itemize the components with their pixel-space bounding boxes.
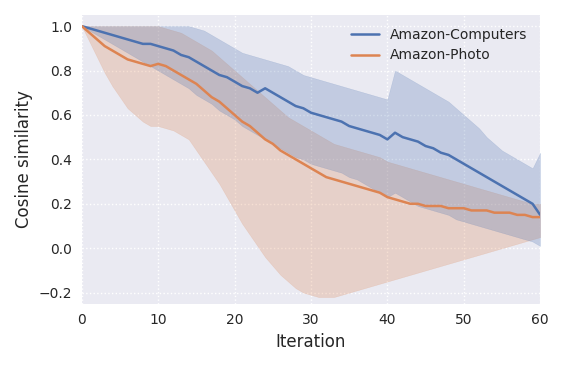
Amazon-Photo (537, 215, 544, 219)
Amazon-Photo (475, 208, 482, 213)
Amazon-Photo (354, 184, 360, 188)
Amazon-Photo (78, 24, 85, 28)
Amazon-Computers (186, 55, 192, 59)
Amazon-Photo (170, 68, 177, 73)
Amazon-Computers (475, 171, 482, 175)
Amazon-Computers (537, 213, 544, 217)
Amazon-Photo (239, 119, 245, 124)
Amazon-Computers (323, 115, 329, 119)
Line: Amazon-Photo: Amazon-Photo (82, 26, 540, 217)
Amazon-Photo (529, 215, 536, 219)
Amazon-Computers (78, 24, 85, 28)
X-axis label: Iteration: Iteration (276, 333, 346, 351)
Legend: Amazon-Computers, Amazon-Photo: Amazon-Computers, Amazon-Photo (346, 22, 533, 68)
Line: Amazon-Computers: Amazon-Computers (82, 26, 540, 215)
Y-axis label: Cosine similarity: Cosine similarity (15, 90, 33, 228)
Amazon-Computers (239, 84, 245, 88)
Amazon-Photo (323, 175, 329, 179)
Amazon-Computers (170, 48, 177, 53)
Amazon-Photo (186, 77, 192, 82)
Amazon-Computers (354, 126, 360, 130)
